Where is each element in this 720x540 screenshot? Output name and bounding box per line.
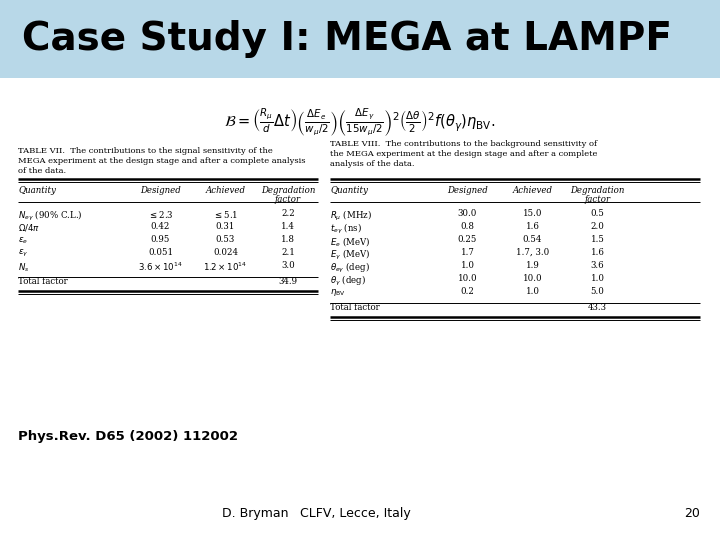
Text: 2.1: 2.1 xyxy=(281,248,295,257)
Text: 0.42: 0.42 xyxy=(150,222,170,231)
Text: 1.5: 1.5 xyxy=(590,235,604,244)
Text: Achieved: Achieved xyxy=(513,186,552,195)
Text: 1.6: 1.6 xyxy=(590,248,604,257)
Text: CLFV, Lecce, Italy: CLFV, Lecce, Italy xyxy=(300,507,410,520)
Text: 0.25: 0.25 xyxy=(458,235,477,244)
Text: 1.7: 1.7 xyxy=(461,248,474,257)
Text: 1.8: 1.8 xyxy=(281,235,295,244)
Text: $R_{\mu}$ (MHz): $R_{\mu}$ (MHz) xyxy=(330,209,372,223)
Text: $N_{e\gamma}$ (90% C.L.): $N_{e\gamma}$ (90% C.L.) xyxy=(18,209,83,223)
Text: $E_e$ (MeV): $E_e$ (MeV) xyxy=(330,235,371,248)
Text: analysis of the data.: analysis of the data. xyxy=(330,160,415,168)
Text: 1.7, 3.0: 1.7, 3.0 xyxy=(516,248,549,257)
Text: Designed: Designed xyxy=(447,186,488,195)
Text: 0.31: 0.31 xyxy=(216,222,235,231)
Text: 3.0: 3.0 xyxy=(281,261,295,270)
Text: 34.9: 34.9 xyxy=(279,277,297,286)
Text: Total factor: Total factor xyxy=(330,303,379,312)
Text: 1.4: 1.4 xyxy=(281,222,295,231)
Text: $\leq$2.3: $\leq$2.3 xyxy=(148,209,174,220)
Text: 3.6: 3.6 xyxy=(590,261,604,270)
Text: Total factor: Total factor xyxy=(18,277,68,286)
Text: Designed: Designed xyxy=(140,186,181,195)
Text: 1.0: 1.0 xyxy=(526,287,539,296)
Text: $\Omega/4\pi$: $\Omega/4\pi$ xyxy=(18,222,40,233)
Text: MEGA experiment at the design stage and after a complete analysis: MEGA experiment at the design stage and … xyxy=(18,157,305,165)
Text: TABLE VIII.  The contributions to the background sensitivity of: TABLE VIII. The contributions to the bac… xyxy=(330,140,597,148)
FancyBboxPatch shape xyxy=(0,0,720,78)
Text: Quantity: Quantity xyxy=(18,186,56,195)
Text: factor: factor xyxy=(585,195,611,204)
Text: factor: factor xyxy=(275,195,301,204)
Text: $1.2\times10^{14}$: $1.2\times10^{14}$ xyxy=(204,261,248,273)
Text: of the data.: of the data. xyxy=(18,167,66,175)
Text: 0.54: 0.54 xyxy=(523,235,542,244)
Text: $N_s$: $N_s$ xyxy=(18,261,30,273)
Text: $\theta_{\gamma}$ (deg): $\theta_{\gamma}$ (deg) xyxy=(330,274,366,288)
Text: the MEGA experiment at the design stage and after a complete: the MEGA experiment at the design stage … xyxy=(330,150,598,158)
Text: 10.0: 10.0 xyxy=(458,274,477,283)
Text: 43.3: 43.3 xyxy=(588,303,607,312)
Text: $E_{\gamma}$ (MeV): $E_{\gamma}$ (MeV) xyxy=(330,248,370,262)
Text: 0.2: 0.2 xyxy=(461,287,474,296)
Text: Case Study I: MEGA at LAMPF: Case Study I: MEGA at LAMPF xyxy=(22,20,672,58)
Text: Achieved: Achieved xyxy=(205,186,246,195)
Text: $\leq$5.1: $\leq$5.1 xyxy=(213,209,238,220)
Text: 1.9: 1.9 xyxy=(526,261,539,270)
Text: 0.5: 0.5 xyxy=(590,209,604,218)
Text: Quantity: Quantity xyxy=(330,186,368,195)
Text: 0.8: 0.8 xyxy=(461,222,474,231)
Text: 2.2: 2.2 xyxy=(281,209,295,218)
Text: $\mathcal{B} = \left(\frac{R_{\mu}}{d}\Delta t\right)\left(\frac{\Delta E_e}{w_{: $\mathcal{B} = \left(\frac{R_{\mu}}{d}\D… xyxy=(225,106,495,138)
Text: $3.6\times10^{14}$: $3.6\times10^{14}$ xyxy=(138,261,183,273)
Text: $\epsilon_e$: $\epsilon_e$ xyxy=(18,235,28,246)
Text: 20: 20 xyxy=(684,507,700,520)
Text: 1.0: 1.0 xyxy=(590,274,605,283)
Text: $\theta_{e\gamma}$ (deg): $\theta_{e\gamma}$ (deg) xyxy=(330,261,370,275)
Text: 0.024: 0.024 xyxy=(213,248,238,257)
Text: 10.0: 10.0 xyxy=(523,274,542,283)
Text: 5.0: 5.0 xyxy=(590,287,604,296)
Text: TABLE VII.  The contributions to the signal sensitivity of the: TABLE VII. The contributions to the sign… xyxy=(18,147,273,155)
Text: 1.0: 1.0 xyxy=(461,261,474,270)
Text: 0.53: 0.53 xyxy=(216,235,235,244)
Text: $\epsilon_{\gamma}$: $\epsilon_{\gamma}$ xyxy=(18,248,29,259)
Text: 0.95: 0.95 xyxy=(150,235,170,244)
Text: 1.6: 1.6 xyxy=(526,222,539,231)
Text: Phys.Rev. D65 (2002) 112002: Phys.Rev. D65 (2002) 112002 xyxy=(18,430,238,443)
Text: 15.0: 15.0 xyxy=(523,209,542,218)
Text: Degradation: Degradation xyxy=(570,186,625,195)
Text: 30.0: 30.0 xyxy=(458,209,477,218)
Text: $t_{e\gamma}$ (ns): $t_{e\gamma}$ (ns) xyxy=(330,222,361,236)
Text: $\eta_{\rm BV}$: $\eta_{\rm BV}$ xyxy=(330,287,346,298)
Text: 0.051: 0.051 xyxy=(148,248,173,257)
Text: 2.0: 2.0 xyxy=(590,222,604,231)
Text: Degradation: Degradation xyxy=(261,186,315,195)
Text: D. Bryman: D. Bryman xyxy=(222,507,289,520)
